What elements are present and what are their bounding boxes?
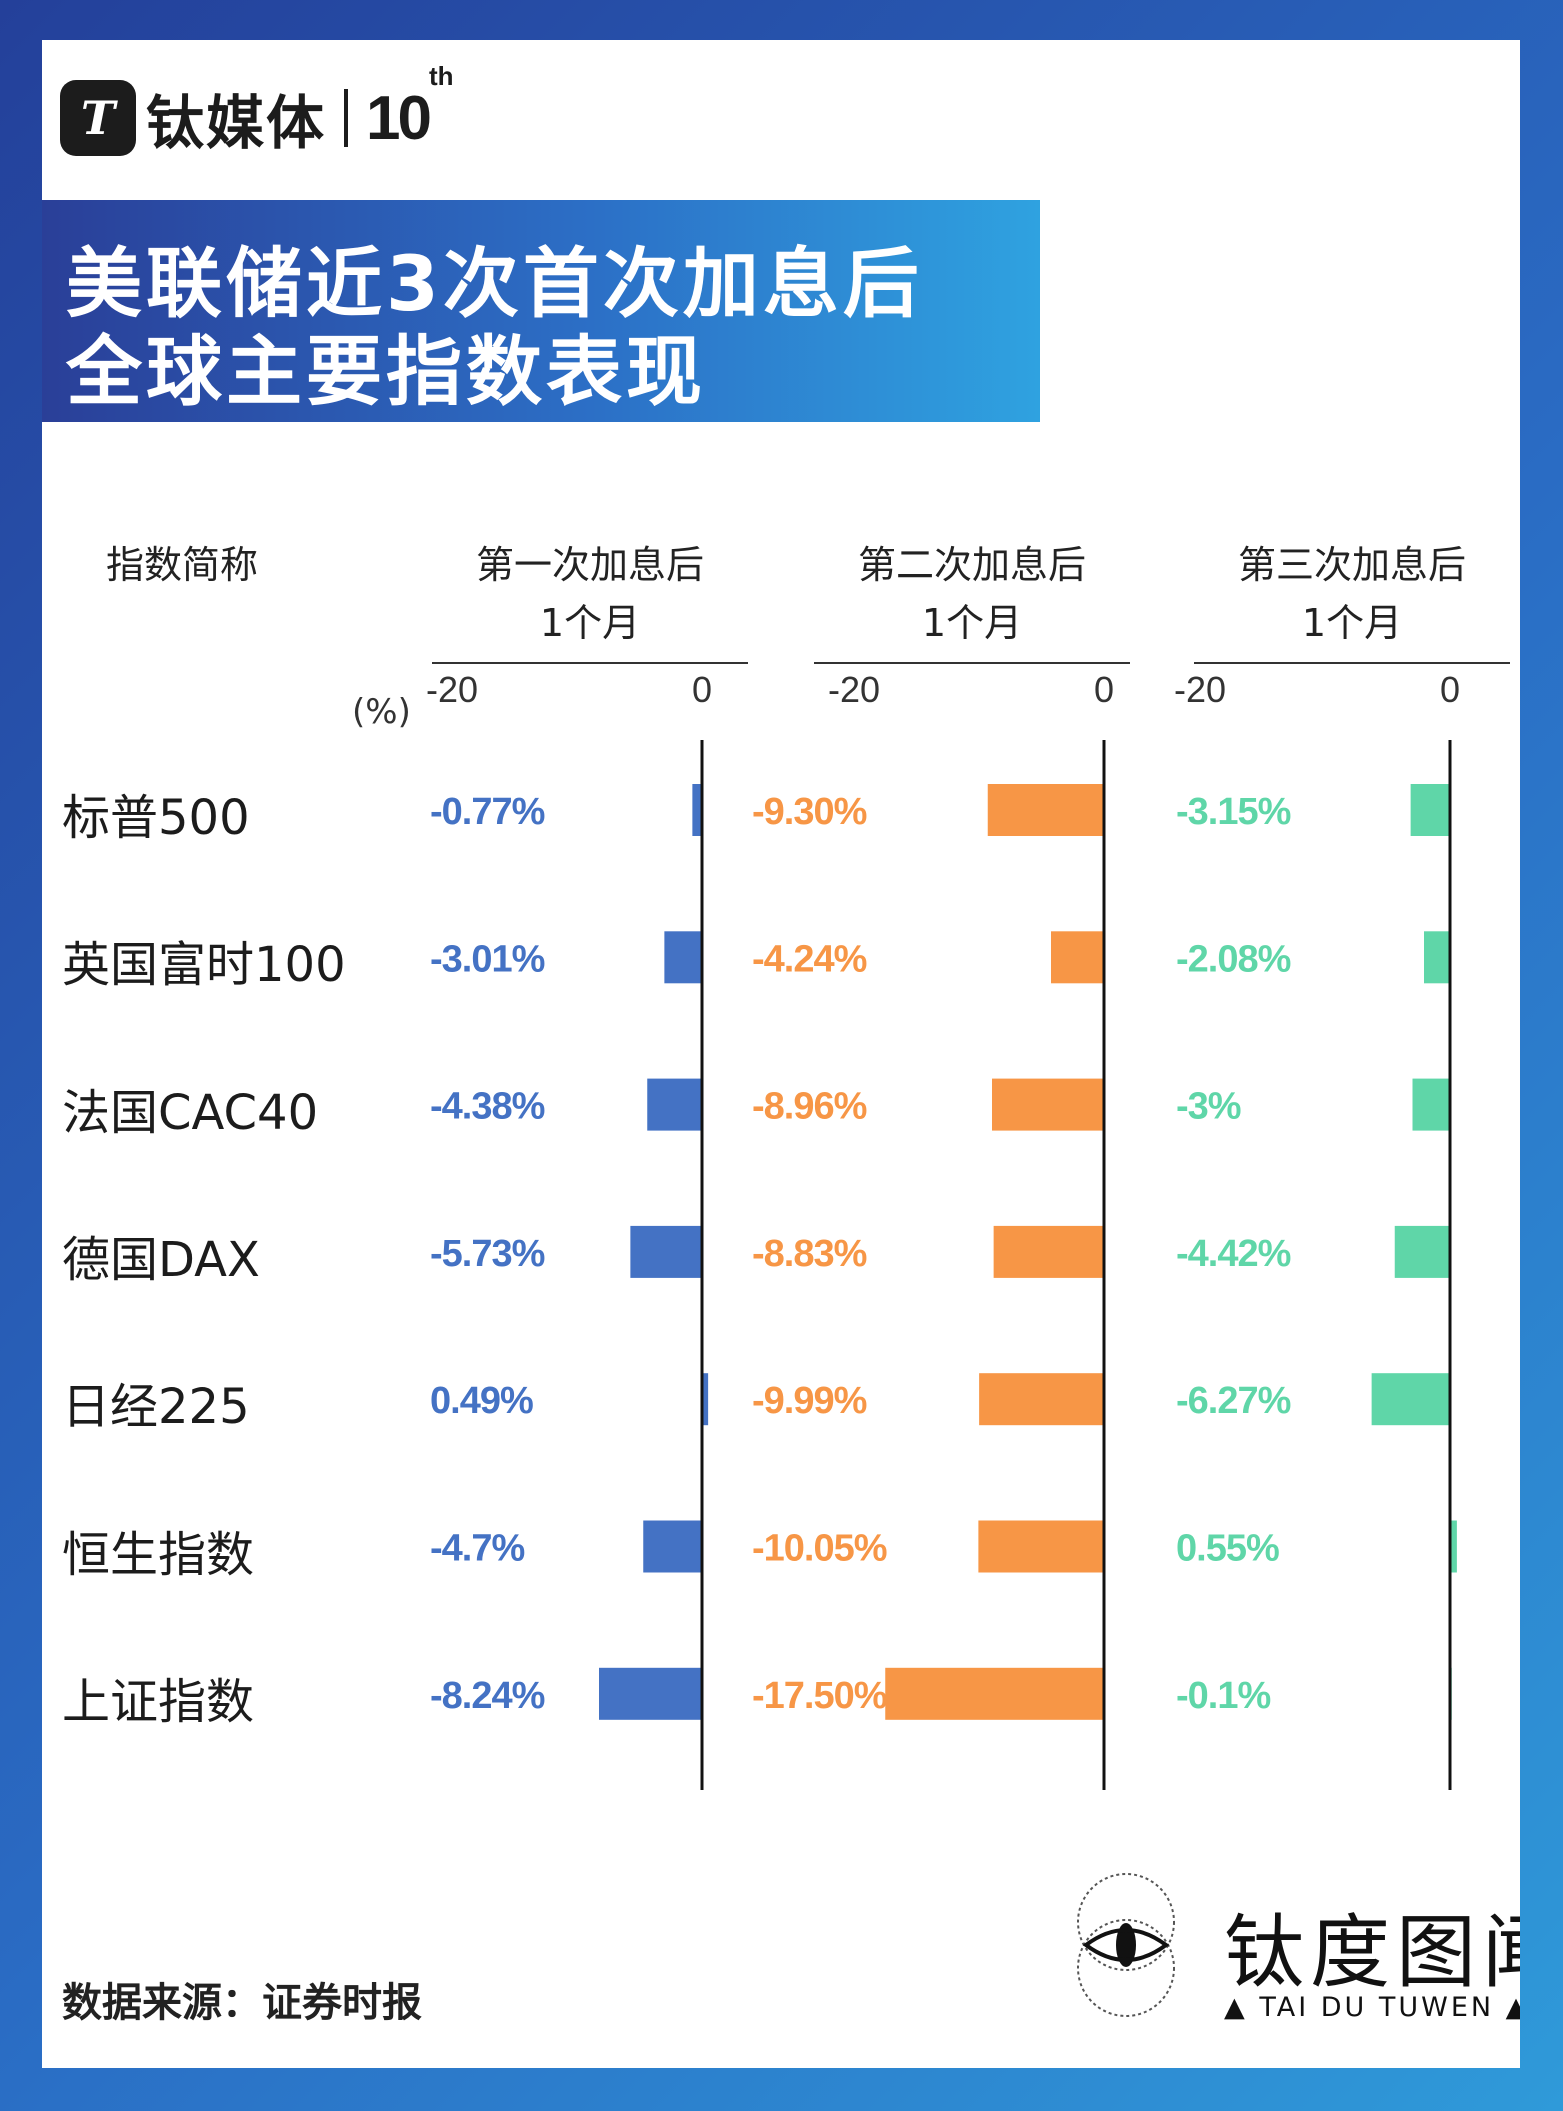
bar [1450,1520,1457,1573]
name-column-header: 指数简称 [105,543,258,587]
data-label: -3% [1176,1086,1241,1128]
bar [885,1667,1104,1720]
data-label: -10.05% [752,1528,887,1570]
group-3-header-rule [1194,662,1510,664]
axis-tick-label: 0 [692,669,712,710]
group-2-header: 第二次加息后 1个月 [814,536,1130,652]
data-label: -0.77% [430,791,545,833]
category-label: 英国富时100 [62,937,346,994]
chart-title-line-2: 全球主要指数表现 [66,327,706,416]
brand-logo: T 钛媒体 10th [60,61,454,158]
data-label: -17.50% [752,1675,887,1717]
bar [978,1520,1104,1573]
data-label: -8.24% [430,1675,545,1717]
data-label: -6.27% [1176,1380,1291,1422]
bar [599,1667,702,1720]
axis-tick-label: -20 [1174,669,1226,710]
data-label: -5.73% [430,1233,545,1275]
data-label: -9.99% [752,1380,867,1422]
bar [1051,931,1104,984]
bar [1394,1225,1450,1278]
category-label: 上证指数 [62,1673,255,1730]
group-3-header-line-2: 1个月 [1301,601,1403,645]
brand-anniversary-number: 10 [366,83,432,153]
title-banner: 美联储近3次首次加息后 全球主要指数表现 [42,200,1040,422]
category-label: 德国DAX [62,1231,260,1288]
group-1-header-rule [432,662,748,664]
category-label: 日经225 [62,1379,250,1436]
footer-brand: 钛度图闻 ▲ TAI DU TUWEN ▲ [1074,1870,1520,2050]
bar [1410,784,1450,836]
bar [643,1520,702,1573]
infographic-card: T 钛媒体 10th 美联储近3次首次加息后 全球主要指数表现 指数简称 第一次… [42,40,1520,2068]
brand-anniversary-suffix: th [428,60,454,91]
axis-tick-label: -20 [828,669,880,710]
group-2-header-line-1: 第二次加息后 [857,543,1086,587]
chart-title-line-1: 美联储近3次首次加息后 [66,239,923,328]
bar [630,1225,702,1278]
bar [1371,1373,1450,1426]
category-label: 标普500 [62,790,250,846]
data-label: -9.30% [752,791,867,833]
brand-name: 钛媒体 [146,89,327,157]
data-label: -4.38% [430,1086,545,1128]
category-label: 恒生指数 [62,1526,255,1583]
footer-brand-english: ▲ TAI DU TUWEN ▲ [1224,1992,1520,2023]
data-label: -0.1% [1176,1675,1270,1717]
unit-label: (%) [352,692,411,732]
category-label: 法国CAC40 [62,1084,319,1141]
brand-anniversary: 10th [366,61,454,154]
bar [979,1373,1104,1426]
group-1-header-line-1: 第一次加息后 [475,543,704,587]
brand-logo-icon: T [60,80,136,156]
data-label: -2.08% [1176,938,1291,980]
bar [993,1225,1104,1278]
data-label: 0.49% [430,1380,533,1422]
bar [702,1373,709,1426]
eye-icon [1077,1873,1175,2017]
bar [692,784,702,836]
data-label: -4.24% [752,938,867,980]
data-label: -4.7% [430,1528,524,1570]
bar [647,1078,702,1131]
bar [992,1078,1104,1131]
bar [987,784,1104,836]
axis-tick-label: -20 [426,669,478,710]
data-label: 0.55% [1176,1528,1279,1570]
data-label: -8.83% [752,1233,867,1275]
brand-divider [344,89,349,147]
data-label: -3.01% [430,938,545,980]
data-label: -8.96% [752,1086,867,1128]
axis-tick-label: 0 [1440,669,1460,710]
bar-chart: -20 0 -0.77% -3.01% -4.38% -5.73% 0.49% -4.7% -8… [426,669,1460,1790]
axis-tick-label: 0 [1094,669,1114,710]
group-2-header-rule [814,662,1130,664]
group-1-header: 第一次加息后 1个月 [432,536,748,652]
group-3-header: 第三次加息后 1个月 [1194,536,1510,652]
data-label: -3.15% [1176,791,1291,833]
group-3-header-line-1: 第三次加息后 [1237,543,1466,587]
bar [1424,931,1450,984]
bar [664,931,702,984]
data-source: 数据来源：证券时报 [62,1980,422,2026]
footer-brand-name: 钛度图闻 [1224,1906,1520,1999]
data-label: -4.42% [1176,1233,1291,1275]
group-2-header-line-2: 1个月 [921,601,1023,645]
group-1-header-line-2: 1个月 [539,601,641,645]
bar [1412,1078,1450,1131]
